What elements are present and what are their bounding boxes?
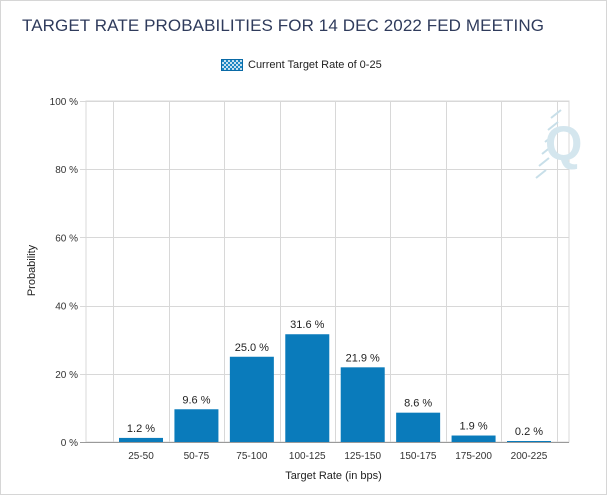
- x-tick-label: 100-125: [289, 451, 326, 462]
- watermark-stroke: [547, 121, 559, 131]
- x-tick-label: 150-175: [400, 451, 437, 462]
- y-tick-label: 60 %: [55, 233, 78, 244]
- y-tick-label: 100 %: [50, 97, 78, 108]
- x-tick-label: 50-75: [184, 451, 210, 462]
- x-axis-label: Target Rate (in bps): [285, 470, 382, 482]
- y-tick-label: 40 %: [55, 302, 78, 313]
- bar[interactable]: [285, 334, 330, 442]
- bar[interactable]: [451, 435, 496, 442]
- y-tick-label: 80 %: [55, 165, 78, 176]
- watermark-letter: Q: [545, 118, 582, 171]
- x-tick-label: 125-150: [344, 451, 381, 462]
- data-labels: 1.2 % 9.6 % 25.0 % 31.6 % 21.9 % 8.6 % 1.9 % 0.…: [127, 319, 543, 438]
- legend[interactable]: Current Target Rate of 0-25: [221, 59, 382, 71]
- legend-label: Current Target Rate of 0-25: [248, 59, 382, 71]
- data-label: 1.2 %: [127, 423, 155, 435]
- x-tick-label: 25-50: [128, 451, 154, 462]
- chart-title: TARGET RATE PROBABILITIES FOR 14 DEC 202…: [22, 16, 545, 35]
- x-tick-labels: 25-50 50-75 75-100 100-125 125-150 150-175 175…: [128, 451, 548, 462]
- bar[interactable]: [119, 437, 163, 442]
- bar[interactable]: [340, 367, 385, 442]
- bar[interactable]: [396, 412, 441, 442]
- legend-swatch: [221, 59, 243, 71]
- bar[interactable]: [507, 441, 551, 442]
- watermark-stroke: [538, 157, 550, 167]
- watermark-logo: Q: [535, 109, 582, 179]
- data-label: 8.6 %: [404, 398, 432, 410]
- y-tick-labels: 0 % 20 % 40 % 60 % 80 % 100 %: [50, 97, 78, 449]
- y-tick-label: 0 %: [61, 438, 78, 449]
- bar[interactable]: [174, 409, 219, 442]
- x-tick-label: 175-200: [455, 451, 492, 462]
- watermark-stroke: [535, 169, 547, 179]
- data-label: 31.6 %: [290, 319, 324, 331]
- data-label: 21.9 %: [346, 352, 380, 364]
- bars: [119, 334, 551, 442]
- y-axis-label: Probability: [26, 244, 38, 296]
- data-label: 0.2 %: [515, 426, 543, 438]
- data-label: 25.0 %: [235, 342, 269, 354]
- data-label: 9.6 %: [182, 394, 210, 406]
- x-tick-label: 200-225: [511, 451, 548, 462]
- watermark-stroke: [550, 109, 562, 119]
- data-label: 1.9 %: [460, 421, 488, 433]
- bar[interactable]: [229, 356, 274, 442]
- watermark-stroke: [541, 145, 553, 155]
- y-tick-label: 20 %: [55, 370, 78, 381]
- watermark-stroke: [544, 133, 556, 143]
- x-tick-label: 75-100: [236, 451, 268, 462]
